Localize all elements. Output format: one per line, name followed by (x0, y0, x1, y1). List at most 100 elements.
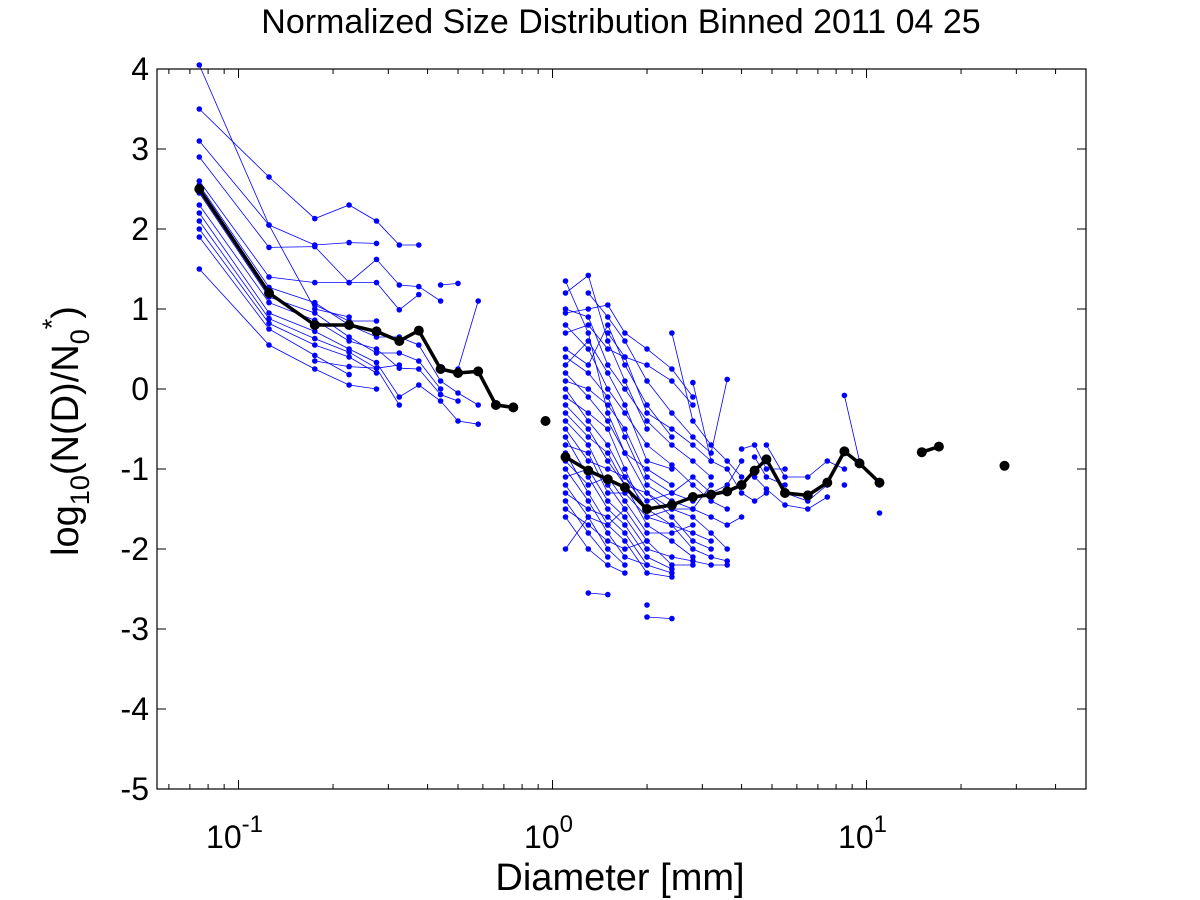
individual-point (644, 410, 650, 416)
individual-line (440, 283, 459, 286)
individual-point (312, 243, 318, 250)
individual-point (751, 498, 758, 504)
individual-point (396, 350, 403, 356)
individual-point (622, 522, 628, 528)
y-label-end: ) (45, 306, 87, 319)
individual-point (562, 278, 569, 284)
individual-point (622, 514, 628, 520)
individual-point (751, 454, 758, 460)
individual-point (312, 342, 318, 348)
individual-point (669, 434, 675, 440)
individual-point (346, 334, 352, 340)
y-tick-label: -4 (121, 691, 149, 727)
individual-point (763, 474, 770, 480)
y-tick-label: -5 (121, 771, 149, 807)
individual-point (585, 498, 592, 504)
individual-point (562, 426, 569, 432)
individual-point (622, 530, 628, 536)
individual-point (782, 482, 788, 488)
individual-point (562, 402, 569, 408)
mean-point (264, 288, 274, 298)
individual-point (690, 546, 696, 552)
individual-point (196, 202, 203, 208)
individual-line (314, 304, 377, 322)
individual-point (724, 546, 730, 552)
individual-point (605, 338, 611, 344)
individual-point (708, 538, 714, 544)
individual-point (669, 615, 675, 622)
individual-point (562, 434, 569, 440)
individual-point (416, 242, 422, 248)
individual-point (562, 354, 569, 360)
individual-point (416, 358, 422, 364)
individual-point (763, 442, 770, 448)
individual-point (669, 522, 675, 528)
individual-point (562, 474, 569, 480)
x-axis-label: Diameter [mm] (495, 857, 744, 899)
mean-point (435, 364, 446, 374)
mean-point (916, 447, 927, 458)
individual-point (644, 530, 650, 536)
individual-point (475, 402, 482, 408)
mean-point (371, 326, 382, 337)
individual-point (266, 174, 272, 180)
individual-point (605, 370, 611, 376)
individual-point (585, 590, 592, 596)
individual-point (416, 342, 422, 348)
individual-point (562, 362, 569, 368)
mean-point (583, 465, 594, 476)
individual-point (373, 365, 380, 372)
individual-point (585, 514, 592, 520)
individual-point (669, 366, 675, 372)
individual-point (690, 458, 696, 464)
individual-point (824, 458, 831, 464)
individual-line (565, 484, 626, 566)
individual-point (644, 378, 650, 384)
mean-point (508, 402, 519, 413)
individual-point (605, 346, 611, 352)
mean-point (761, 454, 772, 465)
individual-point (724, 376, 730, 383)
mean-point (687, 492, 698, 502)
individual-line (646, 616, 672, 619)
individual-point (708, 562, 714, 568)
y-label-base-sub: 10 (65, 475, 95, 505)
individual-line (198, 192, 441, 390)
individual-point (312, 335, 318, 342)
individual-point (585, 290, 592, 296)
y-tick-label: 0 (131, 371, 149, 407)
individual-point (196, 106, 203, 112)
individual-point (782, 502, 788, 508)
individual-point (585, 530, 592, 536)
mean-point (722, 486, 733, 497)
individual-point (669, 554, 675, 560)
individual-point (562, 330, 569, 336)
individual-line (692, 382, 767, 502)
individual-point (562, 418, 569, 424)
individual-point (585, 506, 592, 512)
individual-point (585, 338, 592, 344)
individual-point (346, 279, 352, 286)
individual-point (690, 522, 696, 528)
individual-point (196, 178, 203, 184)
y-axis-label: log10(N(D)/N0*) (37, 306, 95, 556)
individual-point (622, 474, 628, 480)
x-tick-labels: 10-1 100 101 (206, 811, 887, 855)
individual-point (738, 514, 745, 520)
individual-point (605, 538, 611, 544)
individual-point (562, 410, 569, 416)
individual-point (690, 562, 696, 568)
individual-point (669, 482, 675, 488)
individual-point (585, 306, 592, 312)
individual-point (724, 562, 730, 568)
individual-point (782, 466, 788, 472)
individual-point (585, 426, 592, 432)
individual-point (416, 366, 422, 372)
individual-line (741, 444, 785, 470)
individual-point (622, 554, 628, 560)
individual-point (562, 490, 569, 496)
axis-ticks (157, 68, 1087, 790)
individual-point (373, 240, 380, 247)
individual-point (562, 386, 569, 392)
individual-point (373, 359, 380, 366)
